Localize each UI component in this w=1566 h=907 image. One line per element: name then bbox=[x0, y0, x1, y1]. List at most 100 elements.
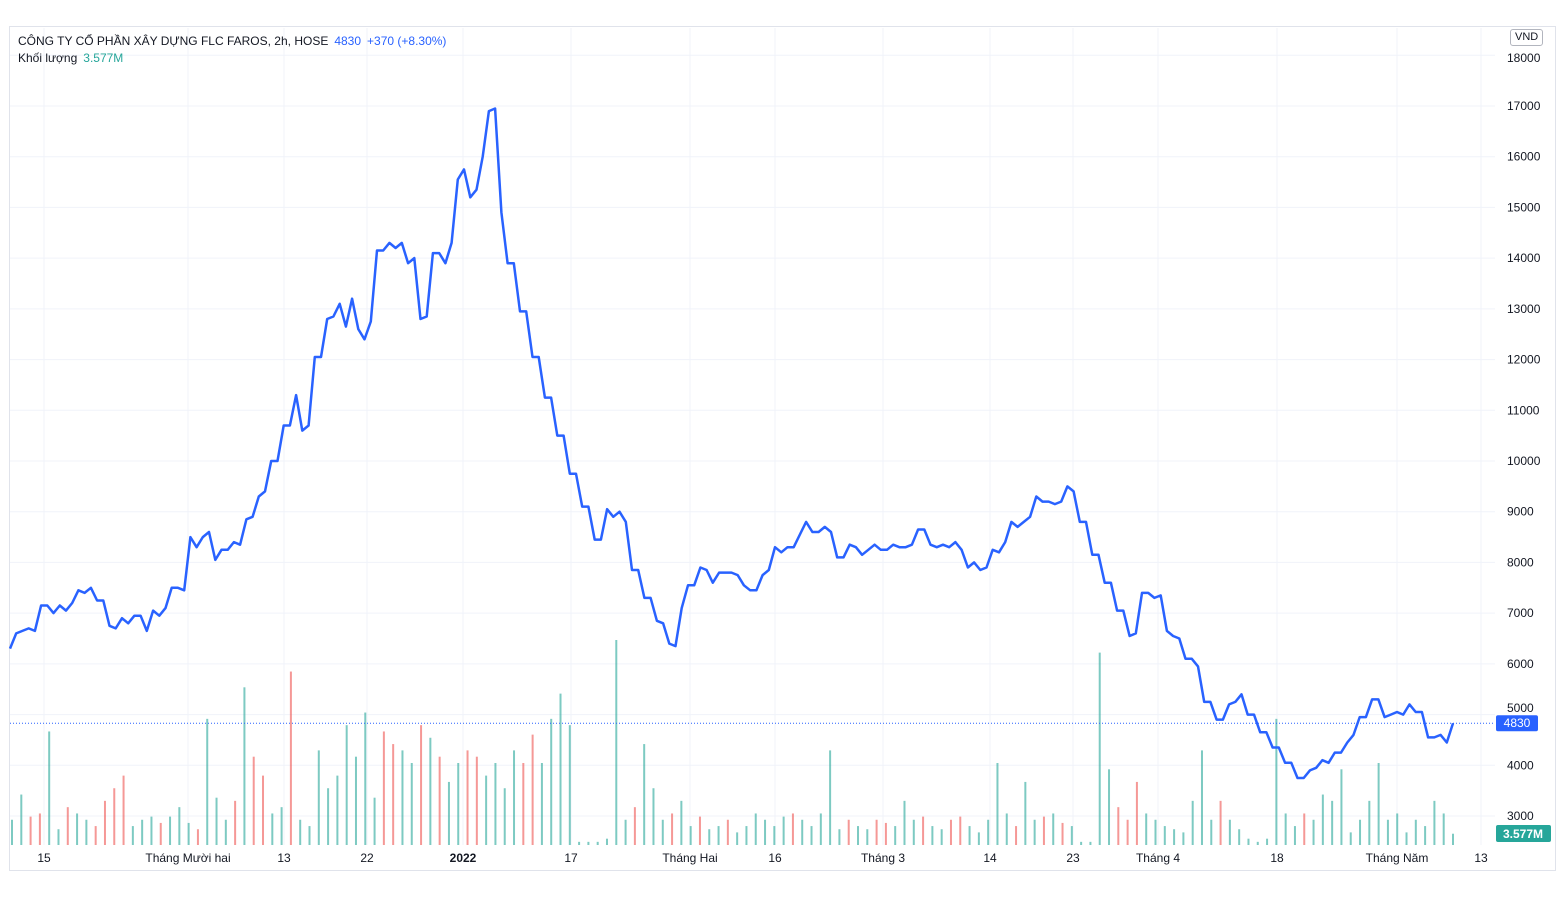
volume-bar bbox=[540, 763, 543, 845]
volume-bar bbox=[299, 819, 302, 845]
volume-bar bbox=[178, 807, 181, 845]
volume-bar bbox=[66, 807, 69, 845]
volume-bar bbox=[1293, 826, 1296, 845]
volume-bar bbox=[1424, 826, 1427, 845]
volume-bar bbox=[1200, 750, 1203, 845]
volume-bar bbox=[85, 819, 88, 845]
x-tick-label: 22 bbox=[360, 851, 374, 865]
volume-bar bbox=[169, 816, 172, 845]
volume-bar bbox=[754, 813, 757, 845]
volume-bar bbox=[643, 744, 646, 845]
volume-bar bbox=[522, 763, 525, 845]
volume-bar bbox=[336, 775, 339, 845]
volume-bar bbox=[494, 763, 497, 845]
x-tick-label: Tháng Hai bbox=[662, 851, 717, 865]
volume-bar bbox=[513, 750, 516, 845]
y-tick-label: 15000 bbox=[1507, 200, 1541, 214]
volume-bar bbox=[150, 816, 153, 845]
volume-bar bbox=[224, 819, 227, 845]
price-change: +370 (+8.30%) bbox=[367, 34, 447, 48]
volume-bar bbox=[578, 841, 581, 845]
volume-bar bbox=[1154, 819, 1157, 845]
volume-bar bbox=[587, 841, 590, 845]
volume-bar bbox=[1238, 829, 1241, 845]
volume-bar bbox=[141, 819, 144, 845]
last-price-badge bbox=[1496, 715, 1538, 732]
volume-bar bbox=[234, 800, 237, 845]
volume-bar bbox=[1024, 781, 1027, 845]
volume-bar bbox=[1452, 833, 1454, 845]
volume-bar bbox=[987, 819, 990, 845]
volume-bar bbox=[1266, 838, 1269, 845]
volume-bar bbox=[801, 819, 804, 845]
volume-bar bbox=[689, 826, 692, 845]
volume-bar bbox=[420, 725, 423, 845]
volume-bar bbox=[652, 788, 655, 845]
x-tick-label: 14 bbox=[983, 851, 997, 865]
volume-bar bbox=[605, 838, 608, 845]
volume-bar bbox=[838, 829, 841, 845]
volume-bar bbox=[949, 819, 952, 845]
volume-bar bbox=[922, 816, 925, 845]
volume-bar bbox=[671, 813, 674, 845]
y-tick-label: 17000 bbox=[1507, 99, 1541, 113]
volume-bar bbox=[20, 794, 23, 845]
y-tick-label: 12000 bbox=[1507, 353, 1541, 367]
volume-bar bbox=[894, 826, 897, 845]
volume-bar bbox=[1126, 819, 1129, 845]
y-tick-label: 9000 bbox=[1507, 505, 1534, 519]
price-line bbox=[8, 107, 1455, 780]
volume-bar bbox=[1135, 781, 1138, 845]
volume-bar bbox=[1182, 832, 1185, 845]
y-tick-label: 5000 bbox=[1507, 701, 1534, 715]
volume-bar bbox=[485, 775, 488, 845]
volume-bar bbox=[215, 797, 218, 845]
volume-bar bbox=[550, 718, 553, 845]
volume-bar bbox=[1247, 838, 1250, 845]
volume-bar bbox=[1145, 813, 1148, 845]
y-tick-label: 8000 bbox=[1507, 555, 1534, 569]
volume-bar bbox=[48, 731, 51, 845]
volume-bar bbox=[968, 826, 971, 845]
volume-bar bbox=[243, 687, 246, 845]
volume-bar bbox=[262, 775, 265, 845]
volume-bar bbox=[1331, 800, 1334, 845]
x-tick-label: 17 bbox=[564, 851, 578, 865]
x-tick-label: Tháng 4 bbox=[1136, 851, 1180, 865]
x-tick-label: 16 bbox=[768, 851, 782, 865]
volume-bar bbox=[1098, 652, 1101, 845]
volume-bar bbox=[1070, 826, 1073, 845]
volume-bar bbox=[1433, 800, 1436, 845]
volume-bar bbox=[354, 756, 357, 845]
y-tick-label: 3000 bbox=[1507, 809, 1534, 823]
x-tick-label: 18 bbox=[1270, 851, 1284, 865]
volume-bar bbox=[1033, 819, 1036, 845]
currency-button[interactable]: VND bbox=[1510, 29, 1544, 46]
volume-bar bbox=[438, 756, 441, 845]
volume-bar bbox=[1256, 841, 1259, 845]
volume-bar bbox=[819, 813, 822, 845]
x-tick-label: 13 bbox=[1474, 851, 1488, 865]
volume-bar bbox=[1163, 826, 1166, 845]
volume-bar bbox=[447, 781, 450, 845]
volume-bar bbox=[1377, 763, 1380, 845]
volume-bar bbox=[280, 807, 283, 845]
volume-bar bbox=[736, 832, 739, 845]
volume-bar bbox=[1275, 718, 1278, 845]
volume-bar bbox=[1386, 819, 1389, 845]
volume-bar bbox=[1061, 822, 1064, 845]
volume-bar bbox=[1321, 794, 1324, 845]
volume-bar bbox=[1359, 819, 1362, 845]
y-tick-label: 13000 bbox=[1507, 302, 1541, 316]
x-tick-label: 15 bbox=[37, 851, 51, 865]
last-price-label: 4830 bbox=[1504, 716, 1531, 730]
y-tick-label: 16000 bbox=[1507, 150, 1541, 164]
volume-bar bbox=[364, 712, 367, 845]
volume-bar bbox=[76, 813, 79, 845]
volume-bar bbox=[1210, 819, 1213, 845]
volume-bar bbox=[866, 829, 869, 845]
volume-bar bbox=[615, 640, 618, 845]
volume-bar bbox=[624, 819, 627, 845]
volume-bar bbox=[810, 826, 813, 845]
